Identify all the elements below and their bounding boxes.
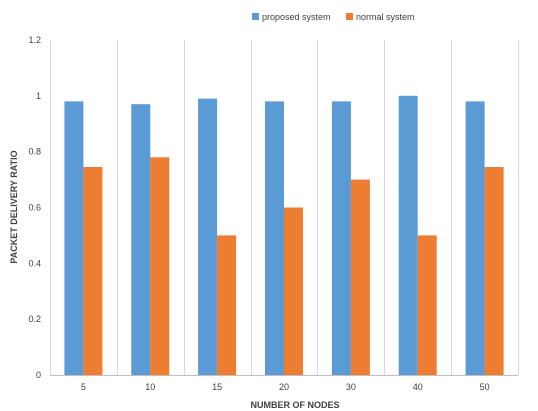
legend: proposed system normal system	[252, 12, 415, 22]
bar-normal	[83, 167, 103, 375]
x-tick-labels: 5 10 15 20 30 40 50	[81, 382, 490, 392]
y-tick-label: 0.4	[28, 258, 41, 268]
y-tick-label: 1	[36, 91, 41, 101]
x-tick-label: 20	[279, 382, 289, 392]
y-axis-title: PACKET DELIVERY RATIO	[9, 150, 19, 263]
bar-proposed	[398, 95, 418, 376]
x-tick-label: 15	[212, 382, 222, 392]
bar-proposed	[131, 104, 151, 375]
x-tick-label: 50	[480, 382, 490, 392]
y-tick-label: 0.2	[28, 314, 41, 324]
bar-normal	[484, 167, 504, 375]
gridlines	[50, 40, 519, 376]
y-tick-label: 0	[36, 370, 41, 380]
bar-proposed	[331, 101, 351, 376]
x-axis-title: NUMBER OF NODES	[250, 400, 339, 410]
bar-proposed	[465, 101, 485, 376]
bar-normal	[350, 179, 370, 375]
bar-normal	[150, 157, 170, 376]
y-tick-labels: 0 0.2 0.4 0.6 0.8 1 1.2	[28, 35, 41, 380]
x-tick-label: 40	[413, 382, 423, 392]
bars	[64, 95, 504, 376]
y-tick-label: 1.2	[28, 35, 41, 45]
y-tick-label: 0.8	[28, 147, 41, 157]
legend-swatch-proposed	[252, 13, 259, 20]
y-tick-label: 0.6	[28, 203, 41, 213]
bar-proposed	[198, 98, 218, 375]
x-tick-label: 30	[346, 382, 356, 392]
legend-label-proposed: proposed system	[262, 12, 331, 22]
bar-normal	[284, 207, 303, 375]
x-tick-label: 10	[145, 382, 155, 392]
legend-swatch-normal	[346, 13, 353, 20]
legend-label-normal: normal system	[356, 12, 415, 22]
bar-normal	[417, 235, 437, 375]
bar-proposed	[64, 101, 84, 376]
bar-proposed	[265, 101, 284, 376]
bar-normal	[217, 235, 237, 375]
x-tick-label: 5	[81, 382, 86, 392]
